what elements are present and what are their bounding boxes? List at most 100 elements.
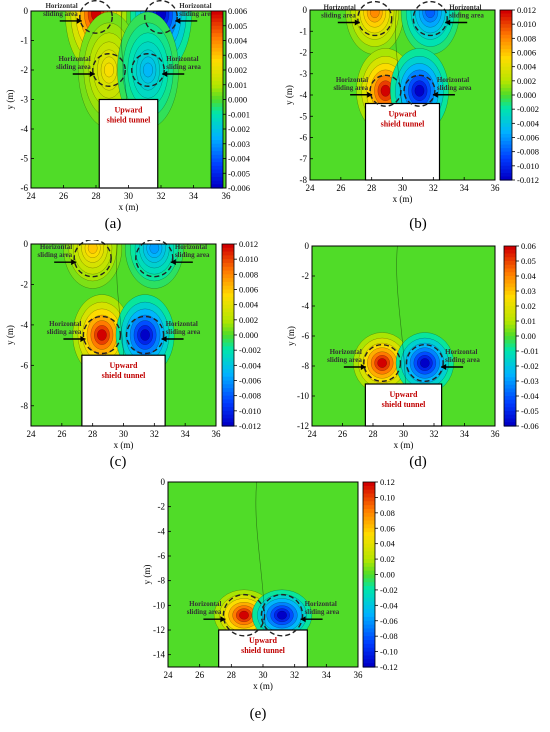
sliding-area-label: sliding area [437,84,472,92]
colorbar-tick-label: -0.008 [239,391,261,401]
y-axis-label: y (m) [142,565,152,585]
colorbar-tick-label: -0.04 [380,600,398,610]
colorbar-tick-label: 0.12 [380,477,395,487]
colorbar-tick-label: -0.04 [521,391,539,401]
colorbar-tick-label: 0.003 [228,50,247,60]
x-axis-label: x (m) [114,440,134,450]
arrow-head-icon [354,19,360,26]
y-tick-label: -2 [21,65,29,75]
tunnel-label: shield tunnel [382,400,427,409]
colorbar-tick-label: 0.06 [521,241,536,251]
colorbar-tick-label: 0.010 [239,254,258,264]
sliding-area-label: sliding area [321,12,356,20]
arrow-head-icon [71,259,77,266]
colorbar-tick-label: 0.02 [521,301,536,311]
colorbar-tick-label: -0.03 [521,376,539,386]
colorbar-tick-label: 0.004 [517,62,537,72]
colorbar: 0.06 0.05 0.04 0.03 0.02 0.01 0.00 -0.01 -0.02 -0… [503,241,539,431]
colorbar-tick-label: 0.000 [239,330,258,340]
arrow-head-icon [170,259,176,266]
contour-panel-d: Upward shield tunnel Horizontal sliding are… [275,240,550,475]
colorbar-tick-label: -0.008 [517,147,539,157]
sliding-area-label: sliding area [179,10,214,18]
hotspot-negative [395,332,454,394]
panel-label: (b) [409,216,427,232]
colorbar-tick-label: -0.002 [228,124,250,134]
y-tick-label: -4 [302,301,310,311]
colorbar-tick-label: -0.002 [239,345,261,355]
colorbar-tick-label: 0.010 [517,19,536,29]
sliding-area-label: Horizontal [449,4,481,12]
x-tick-label: 26 [336,183,346,193]
y-axis-label: y (m) [5,90,15,110]
x-tick-label: 32 [430,429,439,439]
sliding-area-label: Horizontal [166,55,198,63]
arrow-head-icon [76,17,82,24]
y-tick-label: -5 [21,154,29,164]
y-tick-label: -8 [302,361,310,371]
x-tick-label: 26 [195,670,205,680]
colorbar: 0.12 0.10 0.08 0.06 0.04 0.02 0.00 -0.02 -0.04 -0… [362,477,398,672]
sliding-area-label: sliding area [327,356,362,364]
x-tick-label: 30 [124,191,134,201]
x-tick-label: 32 [429,183,438,193]
colorbar-tick-label: 0.05 [521,256,536,266]
x-tick-label: 26 [57,429,67,439]
colorbar-tick-label: -0.004 [228,154,251,164]
x-tick-label: 28 [88,429,98,439]
x-tick-label: 24 [27,191,37,201]
colorbar-tick-label: -0.01 [521,346,539,356]
colorbar-tick-label: 0.004 [228,36,248,46]
x-tick-label: 24 [164,670,174,680]
y-tick-label: -2 [302,271,310,281]
sliding-area-label: Horizontal [179,2,211,10]
hotspot-positive [63,244,123,289]
arrow-head-icon [300,616,306,623]
sliding-area-label: sliding area [187,608,222,616]
colorbar-tick-label: -0.002 [517,104,539,114]
tunnel-label: shield tunnel [107,116,152,125]
y-axis-label: y (m) [286,326,296,346]
sliding-area-label: sliding area [305,608,340,616]
colorbar-tick-label: -0.010 [239,406,261,416]
tunnel-label: Upward [389,390,418,399]
tunnel-label: Upward [249,636,278,645]
x-tick-label: 28 [92,191,102,201]
arrow-head-icon [161,336,167,342]
tunnel-label: Upward [388,110,417,119]
y-tick-label: -14 [153,650,165,660]
y-tick-label: -8 [158,576,166,586]
arrow-head-icon [360,364,366,370]
sliding-area-label: Horizontal [437,76,469,84]
y-tick-label: -4 [300,90,308,100]
colorbar-tick-label: 0.008 [517,33,536,43]
colorbar-tick-label: -0.003 [228,139,250,149]
y-tick-label: -1 [300,26,308,36]
y-tick-label: 0 [305,241,310,251]
colorbar: 0.012 0.010 0.008 0.006 0.004 0.002 0.000 -0.00… [499,5,540,185]
arrow-head-icon [220,616,226,623]
x-tick-label: 34 [189,191,199,201]
y-tick-label: -6 [158,551,166,561]
colorbar-tick-label: 0.10 [380,492,395,502]
colorbar-tick-label: -0.012 [517,175,539,185]
colorbar-tick-label: 0.012 [517,5,536,15]
colorbar-tick-label: -0.006 [517,133,539,143]
colorbar-tick-label: 0.01 [521,316,536,326]
colorbar-tick-label: -0.004 [239,360,262,370]
sliding-area-label: Horizontal [175,243,207,251]
arrow-head-icon [80,336,86,342]
arrow-head-icon [89,71,95,77]
y-tick-label: -4 [21,320,29,330]
tunnel-box [81,354,166,427]
colorbar-tick-label: 0.002 [517,76,536,86]
